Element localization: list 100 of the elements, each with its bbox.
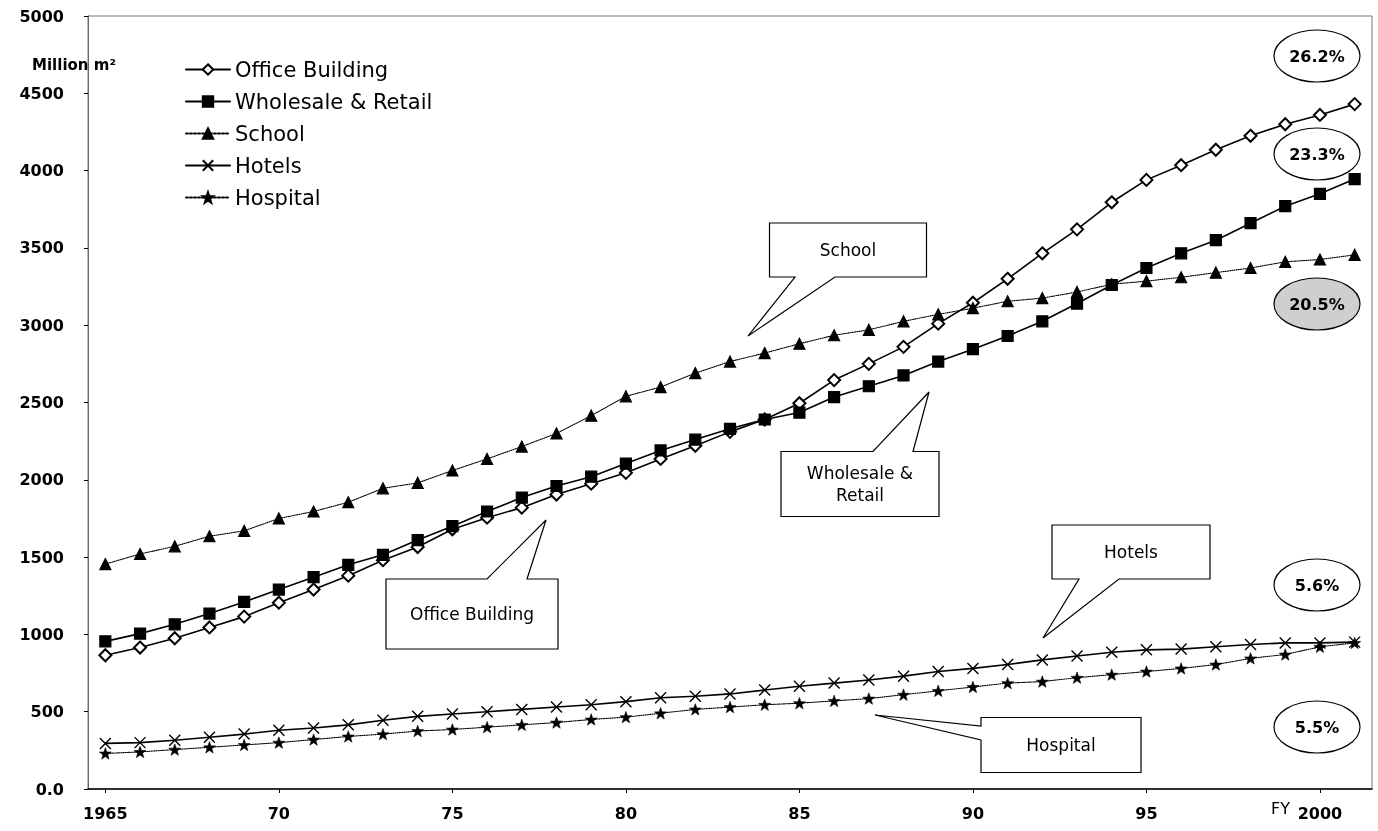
x-tick-label: 95 [1135, 803, 1158, 823]
point [1104, 195, 1119, 210]
point [723, 355, 737, 368]
y-tick-label: 1000 [19, 624, 64, 644]
point [98, 648, 113, 663]
point [1001, 677, 1014, 690]
point [1244, 217, 1257, 230]
point [827, 373, 842, 388]
point [99, 635, 112, 648]
point [1279, 636, 1292, 650]
point [168, 743, 182, 756]
point [99, 737, 112, 750]
point [133, 736, 147, 749]
point [1036, 315, 1049, 328]
point [515, 718, 529, 731]
point [515, 440, 528, 453]
point [376, 482, 390, 495]
point [307, 733, 320, 746]
y-tick-label: 4500 [19, 83, 64, 103]
point [932, 665, 945, 678]
point [931, 684, 945, 697]
point [480, 452, 494, 466]
point [411, 533, 424, 547]
point [1244, 638, 1257, 651]
point [862, 692, 876, 705]
y-tick-label: 4000 [19, 161, 64, 181]
point [897, 669, 910, 683]
point [758, 346, 771, 360]
point [168, 618, 181, 631]
point [446, 520, 459, 533]
y-tick-label: 3000 [19, 315, 64, 335]
point [932, 308, 945, 321]
point [1208, 142, 1223, 157]
point [966, 662, 980, 675]
point [99, 747, 112, 760]
point [1278, 117, 1293, 132]
point [758, 683, 771, 697]
point [619, 390, 632, 403]
point [1313, 253, 1327, 266]
point [376, 728, 390, 741]
point [723, 687, 737, 701]
point [446, 464, 459, 477]
point [1140, 643, 1153, 657]
point [689, 433, 702, 446]
point [1174, 642, 1188, 656]
point [758, 698, 771, 711]
point [1001, 295, 1014, 308]
point [1140, 275, 1153, 288]
point [237, 727, 251, 741]
annotation: 20.5% [1289, 294, 1345, 314]
point [897, 688, 910, 701]
point [828, 390, 841, 404]
y-tick-label: 1500 [19, 547, 64, 567]
x-axis-title: FY [1270, 799, 1291, 818]
point [168, 734, 181, 747]
point [342, 558, 355, 571]
point [1035, 246, 1050, 261]
point [376, 548, 390, 561]
point [654, 707, 667, 720]
point [1313, 636, 1327, 650]
point [862, 673, 876, 687]
point [515, 491, 528, 504]
point [1000, 271, 1015, 286]
point [480, 505, 494, 518]
point [828, 329, 841, 342]
point [897, 369, 910, 382]
point [793, 679, 806, 693]
y-tick-label: 5000 [19, 6, 64, 26]
point [689, 703, 702, 716]
point [1036, 675, 1049, 688]
x-tick-label: 1965 [83, 803, 128, 823]
point [307, 505, 320, 518]
annotation: Office Building [410, 604, 534, 625]
point [1278, 648, 1292, 661]
point [966, 680, 980, 693]
point [896, 339, 911, 354]
point [1070, 671, 1084, 684]
x-tick-label: 80 [614, 803, 638, 823]
point [585, 409, 598, 422]
point [1070, 285, 1084, 299]
point [897, 315, 910, 328]
point [654, 691, 667, 704]
point [237, 609, 252, 624]
point [1313, 187, 1327, 200]
point [272, 512, 285, 525]
y-axis-title: Million m² [32, 56, 116, 74]
point [723, 422, 737, 435]
point [237, 738, 251, 751]
point [932, 355, 945, 368]
legend-label: Hospital [235, 185, 321, 210]
point [550, 479, 563, 493]
legend-label: Office Building [235, 57, 389, 82]
point [1209, 658, 1223, 671]
point [1140, 261, 1153, 275]
point [793, 406, 806, 419]
point [862, 323, 875, 336]
point [584, 698, 598, 711]
annotation: 23.3% [1289, 144, 1345, 164]
point [619, 711, 633, 724]
point [1312, 107, 1327, 122]
